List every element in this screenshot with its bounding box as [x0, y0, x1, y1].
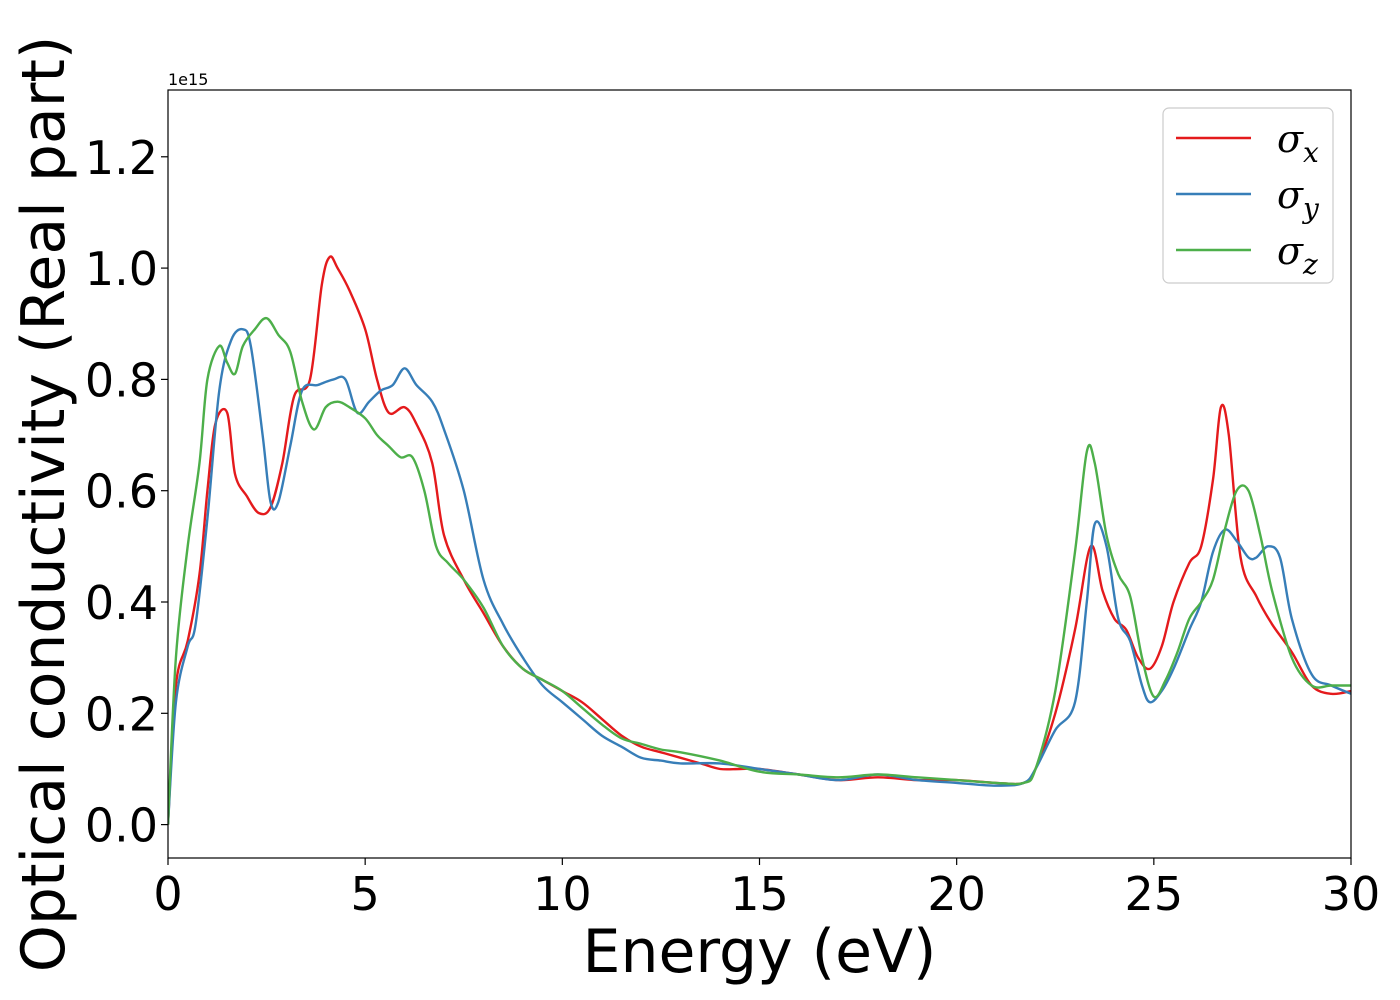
series-line-y	[168, 327, 1351, 825]
x-tick-label: 5	[351, 867, 380, 921]
plot-lines	[168, 255, 1351, 825]
y-tick-label: 0.4	[85, 576, 158, 630]
x-tick-label: 25	[1125, 867, 1184, 921]
x-axis: 0 5 10 15 20 25 30	[153, 858, 1380, 921]
series-line-x	[168, 255, 1351, 825]
y-tick-label: 0.2	[85, 687, 158, 741]
y-tick-label: 1.2	[85, 131, 158, 185]
legend-box	[1162, 107, 1334, 284]
x-tick-label: 10	[533, 867, 592, 921]
x-tick-label: 0	[153, 867, 182, 921]
x-axis-title: Energy (eV)	[583, 917, 937, 987]
y-tick-label: 0.8	[85, 353, 158, 407]
legend-label: σy	[1277, 173, 1320, 225]
series-line-z	[168, 316, 1351, 825]
y-tick-label: 1.0	[85, 242, 158, 296]
y-tick-label: 0.6	[85, 465, 158, 519]
legend-item-x: σx	[1176, 117, 1319, 169]
legend-label: σx	[1277, 117, 1319, 169]
y-axis-title: Optical conductivity (Real part)	[9, 36, 79, 973]
x-tick-label: 20	[927, 867, 986, 921]
y-axis: 0.0 0.2 0.4 0.6 0.8 1.0 1.2	[85, 131, 168, 853]
legend-item-z: σz	[1176, 229, 1318, 281]
x-tick-label: 15	[730, 867, 789, 921]
y-tick-label: 0.0	[85, 799, 158, 853]
legend-item-y: σy	[1176, 173, 1320, 225]
y-axis-offset-label: 1e15	[168, 70, 208, 89]
x-tick-label: 30	[1322, 867, 1381, 921]
legend-label: σz	[1277, 229, 1318, 281]
